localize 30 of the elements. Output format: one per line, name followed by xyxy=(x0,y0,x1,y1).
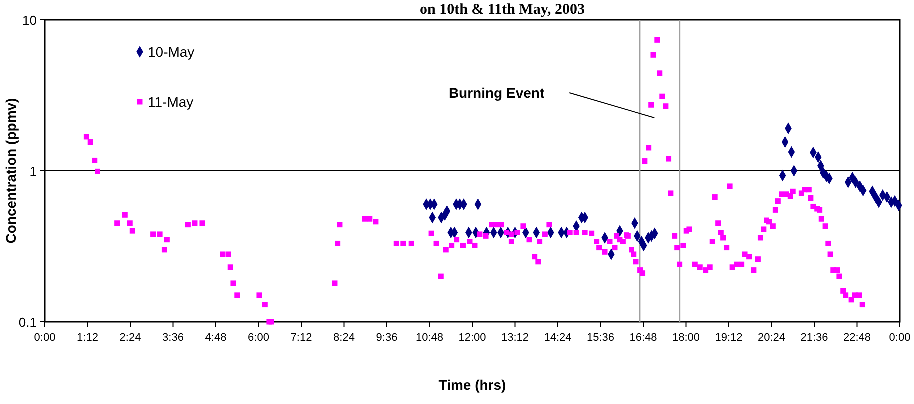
x-tick-label: 1:12 xyxy=(77,332,98,344)
x-tick-label: 0:00 xyxy=(34,332,56,344)
x-tick-label: 9:36 xyxy=(376,332,398,344)
chart-title: on 10th & 11th May, 2003 xyxy=(420,2,586,18)
legend-label: 10-May xyxy=(148,44,195,60)
y-tick-label: 0.1 xyxy=(18,315,37,330)
x-tick-label: 0:00 xyxy=(889,332,911,344)
x-tick-label: 4:48 xyxy=(205,332,227,344)
x-tick-label: 21:36 xyxy=(800,332,828,344)
y-axis-title: Concentration (ppmv) xyxy=(3,98,19,244)
annotation: Burning Event xyxy=(448,85,545,101)
x-tick-label: 18:00 xyxy=(672,332,700,344)
x-tick-label: 16:48 xyxy=(630,332,658,344)
x-tick-label: 14:24 xyxy=(544,332,572,344)
legend-label: 11-May xyxy=(148,94,194,110)
y-tick-label: 10 xyxy=(22,13,37,28)
x-tick-label: 22:48 xyxy=(843,332,872,344)
x-tick-label: 20:24 xyxy=(758,332,786,344)
x-axis-title: Time (hrs) xyxy=(438,377,506,393)
x-tick-label: 10:48 xyxy=(416,332,444,344)
x-tick-label: 6:00 xyxy=(248,332,270,344)
x-tick-label: 7:12 xyxy=(290,332,312,344)
y-tick-label: 1 xyxy=(30,164,37,179)
x-tick-label: 13:12 xyxy=(501,332,530,344)
x-tick-label: 3:36 xyxy=(162,332,184,344)
x-tick-label: 2:24 xyxy=(120,332,142,344)
x-tick-label: 15:36 xyxy=(586,332,615,344)
x-tick-label: 12:00 xyxy=(458,332,486,344)
x-tick-label: 19:12 xyxy=(715,332,743,344)
x-tick-label: 8:24 xyxy=(334,332,355,344)
